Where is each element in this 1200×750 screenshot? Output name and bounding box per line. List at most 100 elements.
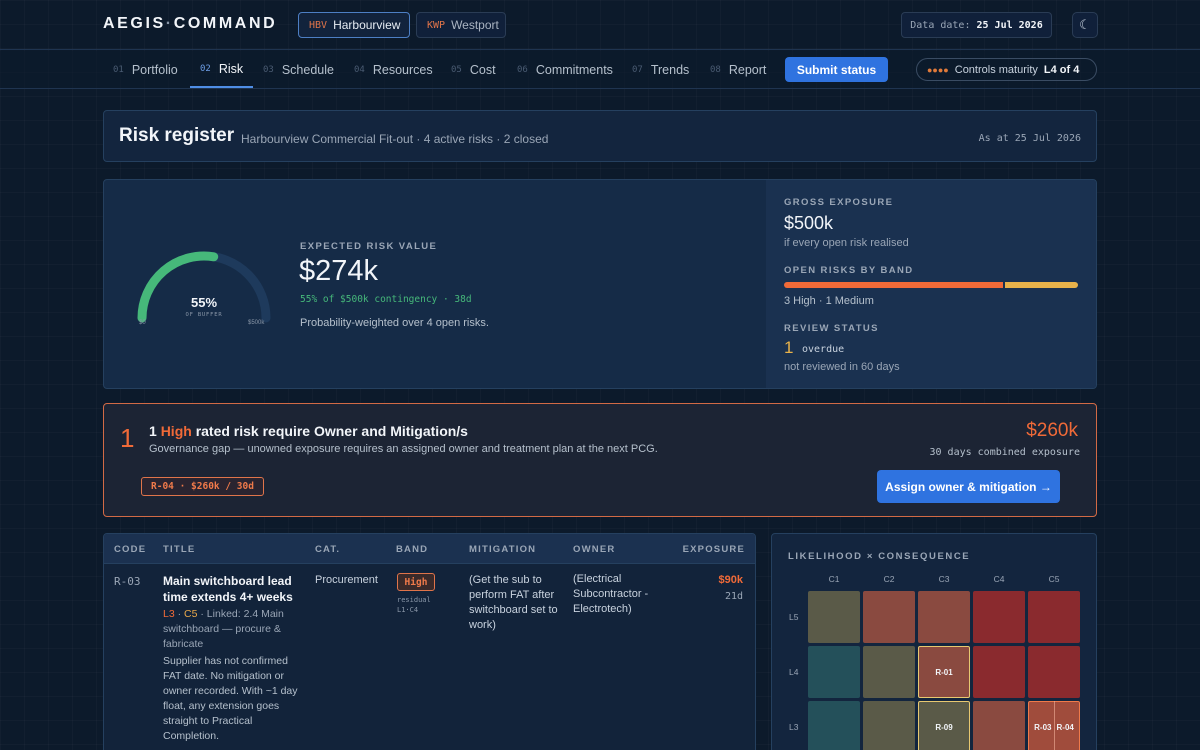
matrix-cell-l3-c1[interactable] bbox=[808, 701, 860, 750]
matrix-column-c5: C5 bbox=[1048, 574, 1060, 584]
tab-number: 06 bbox=[517, 64, 528, 75]
cell-divider bbox=[1053, 701, 1055, 750]
tab-commitments[interactable]: 06 Commitments bbox=[517, 51, 613, 88]
gauge-max-label: $500k bbox=[248, 320, 265, 326]
matrix-cell-l3-c5[interactable]: R-03 R-04 bbox=[1028, 701, 1080, 750]
matrix-column-c3: C3 bbox=[938, 574, 950, 584]
project-code: HBV bbox=[309, 19, 328, 31]
column-header-mitigation[interactable]: MITIGATION bbox=[469, 544, 537, 555]
tab-number: 05 bbox=[451, 64, 462, 75]
review-status-label: REVIEW STATUS bbox=[784, 323, 879, 334]
tab-cost[interactable]: 05 Cost bbox=[451, 51, 496, 88]
alert-subtitle: Governance gap — unowned exposure requir… bbox=[149, 443, 658, 455]
theme-toggle-button[interactable]: ☾ bbox=[1072, 12, 1098, 38]
gross-exposure-value: $500k bbox=[784, 213, 834, 233]
tab-number: 07 bbox=[632, 64, 643, 75]
project-chip-westport[interactable]: KWP Westport bbox=[416, 12, 506, 38]
gauge-percent: 55% bbox=[190, 295, 218, 310]
gauge-min-label: $0 bbox=[139, 320, 146, 326]
matrix-cell-l5-c3[interactable] bbox=[918, 591, 970, 643]
logo-left-text: AEGIS bbox=[103, 15, 166, 32]
tab-label: Trends bbox=[650, 62, 690, 77]
page-header-panel: Risk register Harbourview Commercial Fit… bbox=[103, 110, 1097, 162]
page-subtitle: Harbourview Commercial Fit-out · 4 activ… bbox=[241, 132, 549, 146]
matrix-cell-l5-c5[interactable] bbox=[1028, 591, 1080, 643]
column-header-owner[interactable]: OWNER bbox=[573, 544, 616, 555]
moon-icon: ☾ bbox=[1079, 17, 1091, 32]
risk-mitigation: (Get the sub to perform FAT after switch… bbox=[469, 574, 558, 631]
maturity-label: Controls maturity bbox=[954, 63, 1038, 76]
table-header-row: CODE TITLE CAT. BAND MITIGATION OWNER EX… bbox=[104, 534, 755, 564]
tab-portfolio[interactable]: 01 Portfolio bbox=[113, 51, 178, 88]
matrix-cell-l4-c3[interactable]: R-01 bbox=[918, 646, 970, 698]
tab-number: 03 bbox=[263, 64, 274, 75]
tab-label: Report bbox=[728, 62, 767, 77]
tab-number: 01 bbox=[113, 64, 124, 75]
tab-schedule[interactable]: 03 Schedule bbox=[263, 51, 334, 88]
data-date-chip: Data date: 25 Jul 2026 bbox=[901, 12, 1052, 38]
matrix-column-c4: C4 bbox=[993, 574, 1005, 584]
alert-amount-note: 30 days combined exposure bbox=[929, 447, 1080, 458]
tab-label: Cost bbox=[469, 62, 496, 77]
matrix-cell-l4-c2[interactable] bbox=[863, 646, 915, 698]
gauge-svg bbox=[137, 251, 271, 323]
matrix-risk-tag[interactable]: R-01 bbox=[935, 667, 953, 677]
matrix-risk-tag[interactable]: R-04 bbox=[1056, 722, 1074, 732]
matrix-cell-l4-c5[interactable] bbox=[1028, 646, 1080, 698]
data-date-value: 25 Jul 2026 bbox=[976, 19, 1043, 31]
risk-r04-chip[interactable]: R-04 · $260k / 30d bbox=[141, 477, 264, 496]
matrix-cell-l5-c4[interactable] bbox=[973, 591, 1025, 643]
column-header-exposure[interactable]: EXPOSURE bbox=[682, 544, 745, 555]
tab-number: 08 bbox=[710, 64, 721, 75]
overdue-count: 1 bbox=[784, 338, 794, 357]
tab-report[interactable]: 08 Report bbox=[710, 51, 766, 88]
matrix-cell-l4-c4[interactable] bbox=[973, 646, 1025, 698]
matrix-risk-tag[interactable]: R-09 bbox=[935, 722, 953, 732]
gross-exposure-note: if every open risk realised bbox=[784, 237, 909, 249]
risk-linked-activity: · Linked: 2.4 Main switchboard — procure… bbox=[163, 608, 284, 650]
matrix-risk-tag[interactable]: R-03 bbox=[1034, 722, 1052, 732]
main-nav: 01 Portfolio 02 Risk 03 Schedule 04 Reso… bbox=[0, 51, 1200, 89]
gauge-caption: OF BUFFER bbox=[185, 312, 223, 318]
matrix-cell-l3-c3[interactable]: R-09 bbox=[918, 701, 970, 750]
residual-band: residual L1·C4 bbox=[397, 596, 431, 614]
matrix-column-c1: C1 bbox=[828, 574, 840, 584]
tab-label: Resources bbox=[372, 62, 433, 77]
controls-maturity-badge[interactable]: ●●●● Controls maturity L4 of 4 bbox=[916, 58, 1097, 81]
matrix-cell-l3-c2[interactable] bbox=[863, 701, 915, 750]
open-risks-band-label: OPEN RISKS BY BAND bbox=[784, 265, 914, 276]
review-note: not reviewed in 60 days bbox=[784, 361, 900, 373]
matrix-cell-l5-c1[interactable] bbox=[808, 591, 860, 643]
expected-risk-value-label: EXPECTED RISK VALUE bbox=[300, 241, 438, 252]
column-header-code[interactable]: CODE bbox=[114, 544, 147, 555]
column-header-title[interactable]: TITLE bbox=[163, 544, 196, 555]
matrix-cell-l5-c2[interactable] bbox=[863, 591, 915, 643]
gross-exposure-label: GROSS EXPOSURE bbox=[784, 197, 894, 208]
assign-owner-button[interactable]: Assign owner & mitigation → bbox=[877, 470, 1060, 503]
matrix-title: LIKELIHOOD × CONSEQUENCE bbox=[788, 551, 971, 562]
risk-title[interactable]: Main switchboard lead time extends 4+ we… bbox=[163, 574, 293, 604]
column-header-band[interactable]: BAND bbox=[396, 544, 429, 555]
tab-trends[interactable]: 07 Trends bbox=[632, 51, 689, 88]
contingency-note: 55% of $500k contingency · 38d bbox=[300, 294, 472, 305]
alert-title-highlight: High bbox=[160, 423, 192, 439]
exposure-side-panel: GROSS EXPOSURE $500k if every open risk … bbox=[766, 180, 1096, 388]
band-distribution-note: 3 High · 1 Medium bbox=[784, 295, 874, 307]
risk-exposure: $90k bbox=[718, 574, 743, 586]
gauge-fill bbox=[137, 251, 219, 323]
risk-consequence: C5 bbox=[184, 608, 198, 620]
tab-resources[interactable]: 04 Resources bbox=[354, 51, 433, 88]
matrix-column-c2: C2 bbox=[883, 574, 895, 584]
likelihood-consequence-matrix: LIKELIHOOD × CONSEQUENCE C1 C2 C3 C4 C5 L5 L4 R… bbox=[771, 533, 1097, 750]
submit-status-button[interactable]: Submit status bbox=[785, 57, 888, 82]
project-name: Harbourview bbox=[333, 18, 401, 32]
tab-risk[interactable]: 02 Risk bbox=[190, 51, 254, 88]
risk-description: Supplier has not confirmed FAT date. No … bbox=[163, 655, 298, 742]
project-name: Westport bbox=[451, 18, 499, 32]
project-chip-harbourview[interactable]: HBV Harbourview bbox=[298, 12, 410, 38]
column-header-category[interactable]: CAT. bbox=[315, 544, 341, 555]
matrix-cell-l3-c4[interactable] bbox=[973, 701, 1025, 750]
risk-owner: (Electrical Subcontractor - Electrotech) bbox=[573, 573, 649, 615]
app-logo[interactable]: AEGIS·COMMAND bbox=[103, 15, 277, 33]
matrix-cell-l4-c1[interactable] bbox=[808, 646, 860, 698]
